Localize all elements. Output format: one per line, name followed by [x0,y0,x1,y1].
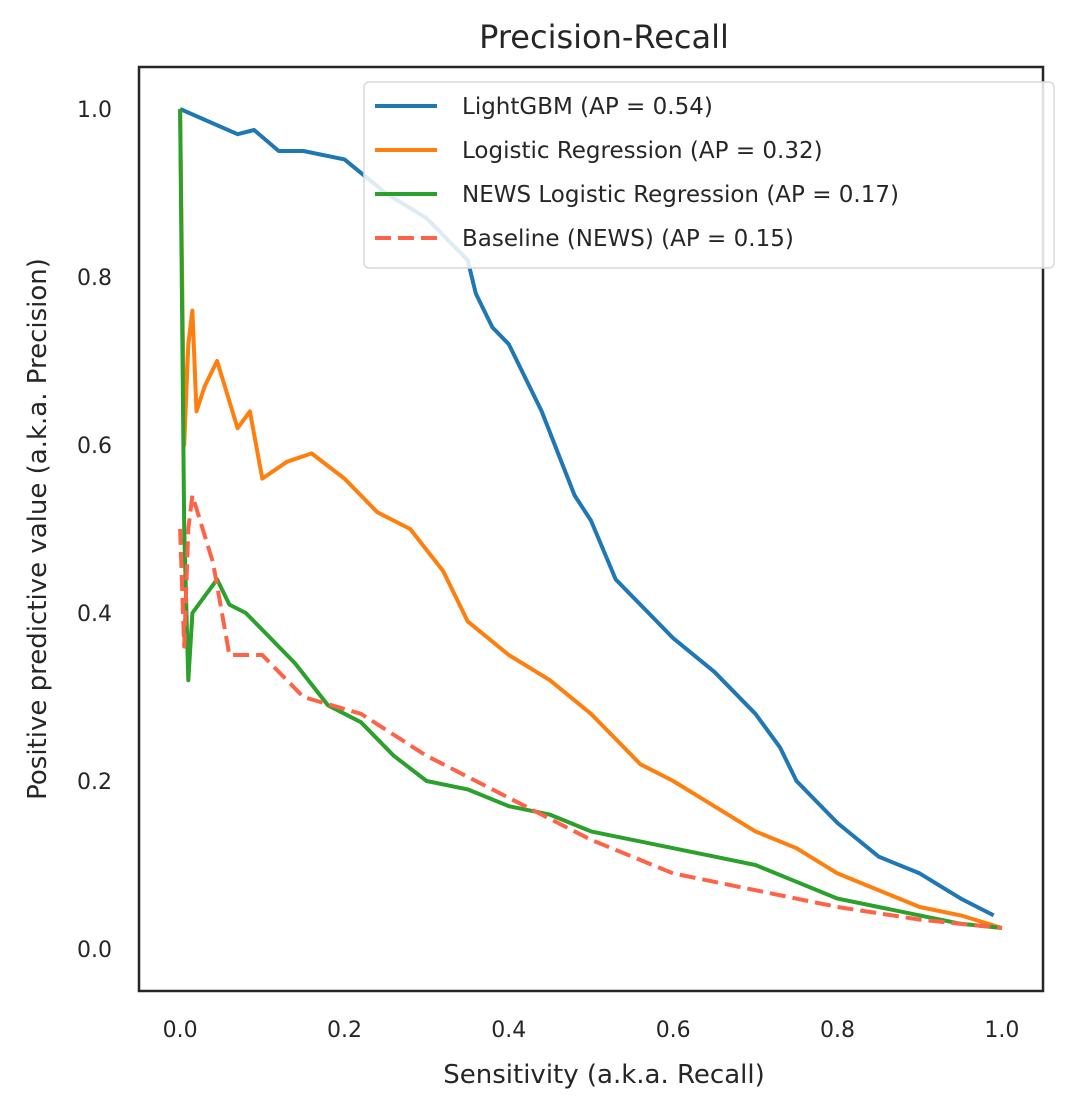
y-tick-label: 0.8 [77,266,112,291]
series-line-2 [178,108,1003,930]
x-tick-label: 0.6 [656,1018,691,1043]
x-tick-label: 1.0 [984,1018,1019,1043]
x-tick-label: 0.8 [820,1018,855,1043]
x-axis-ticks: 0.0 0.2 0.4 0.6 0.8 1.0 [163,1018,1020,1043]
series-line-3 [178,493,1003,930]
y-tick-label: 0.2 [77,770,112,795]
series-line-0 [179,107,995,918]
legend: LightGBM (AP = 0.54) Logistic Regression … [363,81,1055,269]
plot-frame [137,65,1045,993]
legend-box [363,81,1055,269]
y-axis-label: Positive predictive value (a.k.a. Precis… [23,258,53,800]
legend-label-1: Logistic Regression (AP = 0.32) [462,138,823,164]
legend-label-0: LightGBM (AP = 0.54) [462,94,713,120]
x-tick-label: 0.0 [163,1018,198,1043]
series-line-1 [178,108,1003,930]
x-tick-label: 0.2 [327,1018,362,1043]
y-tick-label: 0.4 [77,602,112,627]
legend-label-3: Baseline (NEWS) (AP = 0.15) [462,226,794,252]
x-tick-label: 0.4 [491,1018,526,1043]
x-axis-label: Sensitivity (a.k.a. Recall) [443,1060,764,1090]
legend-label-2: NEWS Logistic Regression (AP = 0.17) [462,182,899,208]
series-layer [178,107,1003,930]
chart-title: Precision-Recall [479,18,729,56]
y-axis-ticks: 0.0 0.2 0.4 0.6 0.8 1.0 [77,98,112,963]
y-tick-label: 0.0 [77,938,112,963]
y-tick-label: 1.0 [77,98,112,123]
y-tick-label: 0.6 [77,434,112,459]
